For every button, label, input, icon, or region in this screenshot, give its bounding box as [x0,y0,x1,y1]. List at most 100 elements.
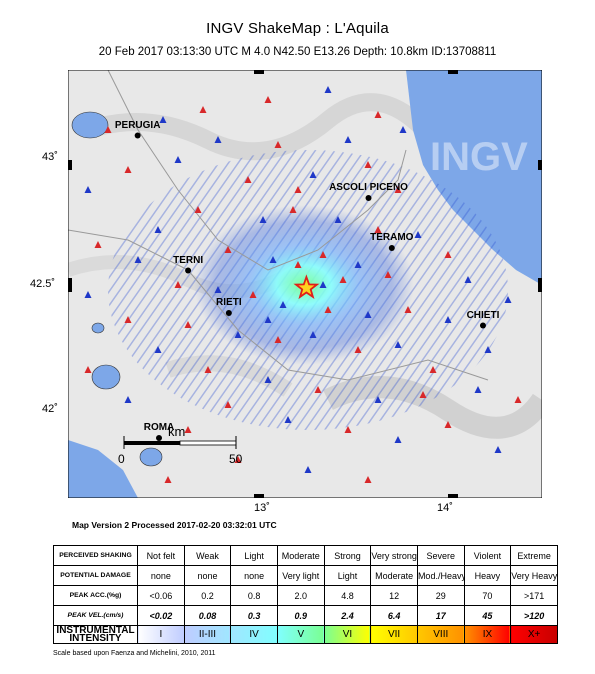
station-marker [324,86,332,93]
station-marker [164,476,172,483]
map-title: INGV ShakeMap : L'Aquila [206,20,389,37]
legend-row-label: PEAK ACC.(%g) [53,585,138,606]
station-marker [274,141,282,148]
station-marker [309,331,317,338]
lon-tick-13: 13˚ [254,502,270,514]
city-marker [388,245,395,251]
legend-cell: none [137,565,185,586]
station-marker [429,366,437,373]
legend-cell: IX [463,625,512,644]
lake-bracciano [139,447,163,467]
legend-cell: Heavy [463,565,512,586]
station-marker [289,206,297,213]
legend-cell: Strong [323,545,372,566]
station-marker [204,366,212,373]
station-marker [224,401,232,408]
legend-cell: 12 [370,585,418,606]
station-marker [234,456,242,463]
city-marker [365,195,372,201]
city-label: RIETI [216,297,242,308]
station-marker [259,216,267,223]
legend-cell: Mod./Heavy [416,565,465,586]
station-marker [174,281,182,288]
legend-cell: Very strong [370,545,418,566]
lat-tick-42: 42˚ [42,403,58,415]
station-marker [124,396,132,403]
legend-cell: 70 [463,585,512,606]
lat-tick-42-5: 42.5˚ [30,278,56,290]
legend-cell: IV [230,625,278,644]
legend-cell: >120 [510,605,558,626]
station-marker [274,336,282,343]
station-marker [419,391,427,398]
epicenter-star [293,274,320,300]
station-marker [104,126,112,133]
station-marker [199,106,207,113]
seismic-stations [84,86,522,483]
city-label: TERNI [173,254,204,266]
legend-row-label: INSTRUMENTAL INTENSITY [53,625,138,644]
lon-tick-14: 14˚ [437,502,453,514]
legend-cell: Very light [276,565,325,586]
station-marker [184,321,192,328]
legend-row-label: PERCEIVED SHAKING [53,545,138,566]
lake-trasimeno [71,111,109,139]
city-marker [225,310,232,316]
station-marker [154,346,162,353]
legend-cell: VII [370,625,418,644]
legend-cell: X+ [510,625,558,644]
legend-cell: Violent [463,545,512,566]
station-marker [294,261,302,268]
legend-cell: 4.8 [323,585,372,606]
legend-cell: II-III [183,625,232,644]
station-marker [319,251,327,258]
legend-cell: 0.3 [230,605,278,626]
legend-cell: 17 [416,605,465,626]
station-marker [394,436,402,443]
legend-cell: VIII [416,625,465,644]
station-marker [174,156,182,163]
map-frame-ticks [68,70,542,498]
shakemap: INGV [68,70,542,498]
city-label: ASCOLI PICENO [329,182,408,193]
legend-cell: I [137,625,185,644]
lake-piediluco [91,322,105,334]
station-marker [344,136,352,143]
legend-cell: Not felt [137,545,185,566]
city-label: PERUGIA [114,119,161,131]
legend-cell: none [183,565,232,586]
legend-row: PERCEIVED SHAKING Not felt Weak Light Modera… [53,545,558,566]
legend-cell: 0.08 [183,605,232,626]
legend-row-label: POTENTIAL DAMAGE [53,565,138,586]
station-marker [504,296,512,303]
station-marker [284,416,292,423]
tyrrhenian-sea [68,440,138,498]
station-marker [364,161,372,168]
station-marker [384,271,392,278]
legend-cell: Moderate [276,545,325,566]
station-marker [324,306,332,313]
legend-cell: Severe [416,545,465,566]
region-border [107,70,407,271]
station-marker [484,346,492,353]
legend-cell: Light [230,545,278,566]
scale-unit-label: km [168,424,186,439]
scale-reference: Scale based upon Faenza and Michelini, 2… [53,650,216,657]
legend-cell: 0.8 [230,585,278,606]
processed-info: Map Version 2 Processed 2017-02-20 03:32… [72,520,277,530]
station-marker [214,136,222,143]
legend-cell: Weak [183,545,232,566]
legend-cell: Light [323,565,372,586]
legend-cell: 0.2 [183,585,232,606]
station-marker [184,426,192,433]
station-marker [319,281,327,288]
station-marker [84,186,92,193]
station-marker [234,331,242,338]
station-marker [244,176,252,183]
legend-cell: Moderate [370,565,418,586]
station-marker [339,276,347,283]
station-marker [474,386,482,393]
ingv-watermark: INGV [430,135,528,179]
station-marker [414,231,422,238]
city-marker [479,322,486,329]
